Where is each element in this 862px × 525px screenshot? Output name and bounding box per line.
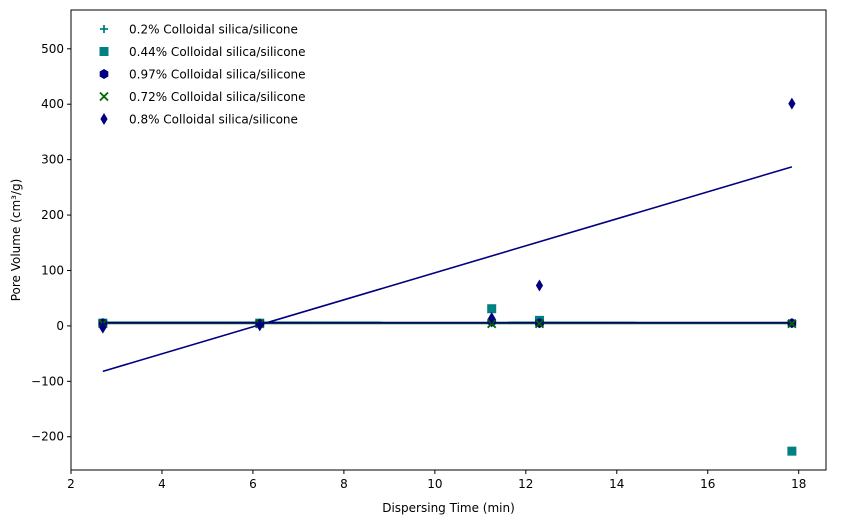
legend-entry-label: 0.2% Colloidal silica/silicone (129, 23, 298, 37)
y-axis-ticks: −200 −100 0 100 200 300 400 500 (31, 42, 71, 444)
x-tick-label: 16 (700, 477, 715, 491)
x-tick-label: 18 (791, 477, 806, 491)
y-axis-label: Pore Volume (cm³/g) (9, 179, 23, 302)
legend-marker (100, 25, 108, 33)
data-point (787, 446, 797, 456)
y-tick-label: −100 (31, 374, 64, 388)
y-tick-label: 0 (56, 319, 64, 333)
y-tick-label: 500 (41, 42, 64, 56)
legend-marker (100, 113, 108, 125)
legend-entry-label: 0.44% Colloidal silica/silicone (129, 45, 306, 59)
x-tick-label: 4 (158, 477, 166, 491)
x-axis-label: Dispersing Time (min) (382, 501, 515, 515)
x-axis-ticks: 2 4 6 8 10 12 14 16 18 (67, 470, 806, 491)
data-point (487, 304, 497, 314)
x-tick-label: 10 (427, 477, 442, 491)
data-point (787, 319, 797, 329)
data-point (788, 97, 796, 110)
data-point (535, 279, 544, 292)
legend-entry-label: 0.97% Colloidal silica/silicone (129, 68, 306, 82)
y-tick-label: −200 (31, 430, 64, 444)
y-tick-label: 200 (41, 208, 64, 222)
y-tick-label: 100 (41, 263, 64, 277)
x-tick-label: 12 (518, 477, 533, 491)
legend-entry-label: 0.8% Colloidal silica/silicone (129, 113, 298, 127)
legend-entry-label: 0.72% Colloidal silica/silicone (129, 90, 306, 104)
trendline (102, 166, 793, 373)
data-point (99, 321, 107, 334)
legend-marker (99, 91, 109, 102)
x-tick-label: 2 (67, 477, 75, 491)
plot-area-frame (70, 9, 827, 471)
data-point (534, 319, 545, 329)
x-tick-label: 6 (249, 477, 257, 491)
legend: 0.2% Colloidal silica/silicone 0.44% Coll… (99, 23, 306, 127)
legend-marker (99, 69, 109, 79)
x-tick-label: 14 (609, 477, 624, 491)
legend-marker (99, 47, 109, 56)
data-point (256, 319, 264, 332)
y-tick-label: 400 (41, 97, 64, 111)
trendline-layer (102, 166, 793, 373)
y-tick-label: 300 (41, 153, 64, 167)
data-point-layer (98, 97, 797, 456)
data-point (488, 312, 496, 325)
x-tick-label: 8 (340, 477, 348, 491)
